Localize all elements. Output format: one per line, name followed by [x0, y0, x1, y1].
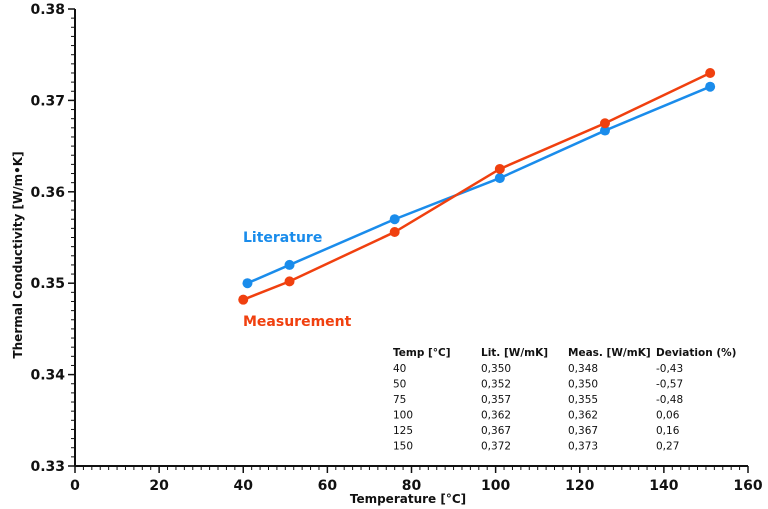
table-cell: -0,57	[656, 379, 683, 391]
table-cell: -0,43	[656, 363, 683, 375]
table-cell: 40	[393, 363, 406, 375]
table-cell: -0,48	[656, 394, 683, 406]
data-point-literature	[284, 259, 295, 270]
table-cell: 150	[393, 441, 413, 453]
legend-literature: Literature	[243, 230, 322, 246]
table-cell: 0,367	[481, 425, 511, 437]
x-tick-label: 80	[402, 478, 422, 494]
axes	[74, 9, 748, 467]
table-cell: 0,16	[656, 425, 680, 437]
x-tick-label: 40	[234, 478, 254, 494]
ticks: 0 20 40 60 80 100 120 140 160 0.33 0.34 0.35 0.36 0.3…	[30, 2, 762, 494]
y-tick-label: 0.36	[30, 185, 65, 201]
table-header: Deviation (%)	[656, 347, 736, 359]
data-table: Temp [°C] Lit. [W/mK] Meas. [W/mK] Deviatio…	[393, 347, 736, 453]
data-point-measurement	[238, 294, 249, 305]
table-cell: 0,355	[568, 394, 598, 406]
table-cell: 75	[393, 394, 406, 406]
table-cell: 0,362	[481, 410, 511, 422]
table-cell: 100	[393, 410, 413, 422]
table-cell: 0,372	[481, 441, 511, 453]
table-cell: 50	[393, 379, 406, 391]
data-point-measurement	[494, 163, 505, 174]
series-line-literature	[246, 85, 711, 285]
x-tick-label: 120	[565, 478, 594, 494]
table-cell: 0,350	[481, 363, 511, 375]
series	[238, 67, 716, 305]
table-cell: 125	[393, 425, 413, 437]
y-tick-label: 0.38	[30, 2, 65, 18]
x-tick-label: 20	[149, 478, 169, 494]
data-point-literature	[389, 214, 400, 225]
y-tick-label: 0.37	[30, 93, 65, 109]
table-cell: 0,27	[656, 441, 679, 453]
x-tick-label: 0	[70, 478, 80, 494]
table-cell: 0,362	[568, 410, 598, 422]
table-header: Meas. [W/mK]	[568, 347, 651, 359]
data-point-literature	[242, 278, 253, 289]
series-line-measurement	[242, 71, 711, 301]
data-point-measurement	[599, 118, 610, 129]
y-axis-title: Thermal Conductivity [W/m•K]	[11, 151, 25, 358]
data-point-measurement	[389, 227, 400, 238]
table-header: Temp [°C]	[393, 347, 451, 359]
data-point-measurement	[284, 276, 295, 287]
y-tick-label: 0.33	[30, 459, 65, 475]
x-tick-label: 160	[733, 478, 762, 494]
table-cell: 0,367	[568, 425, 598, 437]
data-point-literature	[599, 125, 610, 136]
legend-measurement: Measurement	[243, 314, 352, 330]
table-cell: 0,350	[568, 379, 598, 391]
table-cell: 0,357	[481, 394, 511, 406]
table-cell: 0,373	[568, 441, 598, 453]
table-cell: 0,352	[481, 379, 511, 391]
x-tick-label: 140	[649, 478, 678, 494]
x-axis-title: Temperature [°C]	[350, 492, 466, 506]
table-cell: 0,348	[568, 363, 598, 375]
y-tick-label: 0.35	[30, 276, 65, 292]
data-point-measurement	[705, 67, 716, 78]
x-tick-label: 100	[481, 478, 510, 494]
data-point-literature	[705, 81, 716, 92]
x-tick-label: 60	[318, 478, 338, 494]
data-point-literature	[494, 173, 505, 184]
table-header: Lit. [W/mK]	[481, 347, 548, 359]
table-cell: 0,06	[656, 410, 680, 422]
y-tick-label: 0.34	[30, 368, 65, 384]
